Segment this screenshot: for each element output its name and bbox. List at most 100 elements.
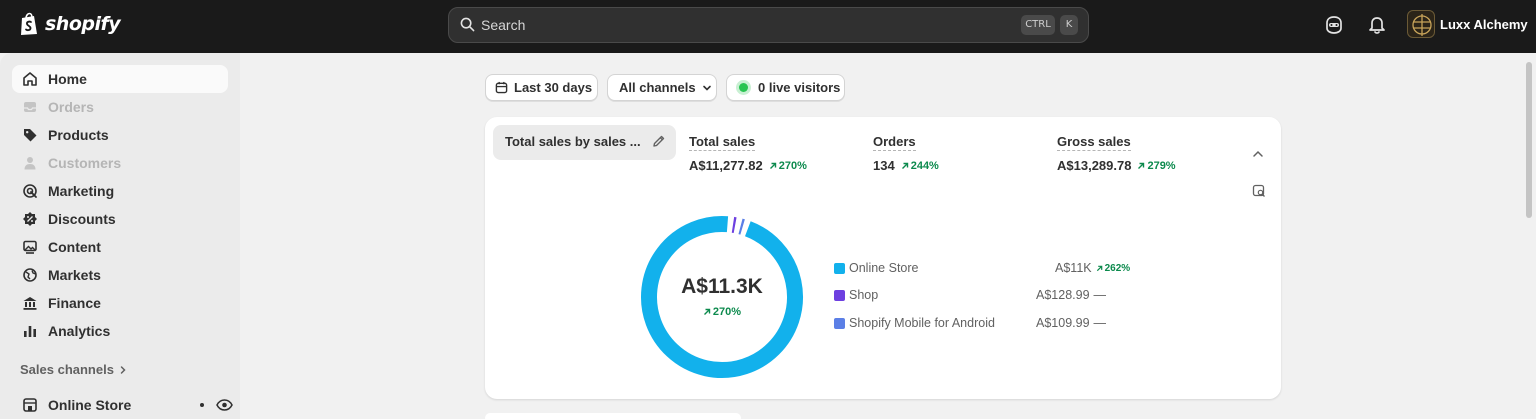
sidebar-item-marketing[interactable]: Marketing: [12, 177, 228, 205]
channels-filter-label: All channels: [619, 80, 696, 95]
date-range-label: Last 30 days: [514, 80, 593, 95]
live-visitors-button[interactable]: 0 live visitors: [726, 74, 845, 101]
change-badge: 244%: [901, 160, 939, 172]
change-value: 279%: [1147, 159, 1176, 172]
search-icon: [460, 17, 475, 32]
metric-title: Gross sales: [1057, 134, 1131, 151]
legend-label: Online Store: [849, 261, 919, 275]
date-range-button[interactable]: Last 30 days: [485, 74, 598, 101]
sidebar-item-label: Marketing: [48, 183, 115, 199]
sidebar-item-label: Products: [48, 127, 109, 143]
metric-orders[interactable]: Orders 134 244%: [873, 133, 939, 173]
change-badge: 279%: [1137, 159, 1176, 172]
sidebar-item-content[interactable]: Content: [12, 233, 228, 261]
bank-icon: [23, 297, 37, 310]
chart-search-icon[interactable]: [1252, 184, 1266, 198]
chevron-up-icon[interactable]: [1251, 147, 1265, 161]
sidebar-item-online-store[interactable]: Online Store: [12, 391, 233, 419]
sales-channels-label: Sales channels: [20, 362, 114, 377]
eye-icon[interactable]: [216, 397, 233, 413]
change-value: —: [1093, 316, 1107, 330]
legend-swatch: [834, 318, 845, 329]
legend-value: A$11K 262%: [1055, 261, 1130, 275]
legend-item-shopify-mobile-android[interactable]: Shopify Mobile for Android A$109.99 —: [834, 315, 1114, 333]
bell-icon[interactable]: [1368, 15, 1386, 35]
arrow-up-right-icon: [769, 162, 776, 169]
chevron-right-icon: [120, 365, 126, 374]
metric-title: Orders: [873, 134, 916, 151]
donut-slice-shopify-mobile-android[interactable]: [738, 218, 745, 235]
bar-chart-icon: [24, 326, 36, 337]
legend-value-text: A$109.99: [1036, 316, 1090, 330]
sales-channel-donut-chart: [641, 216, 803, 378]
legend-item-shop[interactable]: Shop A$128.99 —: [834, 287, 1114, 305]
shopify-bag-icon: [21, 12, 37, 35]
arrow-up-right-icon: [1096, 265, 1102, 271]
metric-total-sales[interactable]: Total sales A$11,277.82 270%: [689, 133, 807, 173]
search-input[interactable]: [481, 14, 961, 36]
sidebar-item-home[interactable]: Home: [12, 65, 228, 93]
top-bar: shopify CTRL K Luxx Alchemy: [0, 0, 1536, 53]
sidebar-item-label: Home: [48, 71, 87, 87]
legend-label: Shopify Mobile for Android: [849, 316, 995, 330]
live-visitors-label: 0 live visitors: [758, 80, 841, 95]
legend-swatch: [834, 263, 845, 274]
sidebar-item-label: Analytics: [48, 323, 111, 339]
person-icon: [24, 157, 36, 170]
metric-gross-sales[interactable]: Gross sales A$13,289.78 279%: [1057, 133, 1176, 173]
store-logo-icon: [1412, 14, 1432, 36]
inbox-icon: [24, 102, 36, 112]
page-scrollbar[interactable]: [1526, 62, 1532, 218]
sidebar-nav: Home Orders Products Customers Marketing…: [0, 53, 240, 419]
sidebar-item-label: Customers: [48, 155, 122, 171]
donut-center-value: A$11.3K: [681, 275, 763, 298]
metric-title: Total sales: [689, 134, 756, 151]
sidebar-item-markets[interactable]: Markets: [12, 261, 228, 289]
sidebar-item-discounts[interactable]: Discounts: [12, 205, 228, 233]
chevron-down-icon: [702, 85, 711, 91]
live-indicator-dot: [739, 83, 748, 92]
sidebar-item-label: Discounts: [48, 211, 116, 227]
sidebar-item-label: Online Store: [48, 397, 132, 413]
change-value: —: [1093, 288, 1107, 302]
change-value: 270%: [778, 159, 807, 172]
sidebar-item-finance[interactable]: Finance: [12, 289, 228, 317]
legend-item-online-store[interactable]: Online Store A$11K 262%: [834, 260, 1130, 278]
shortcut-k-key: K: [1060, 15, 1078, 35]
change-badge: 262%: [1096, 263, 1130, 274]
arrow-up-right-icon: [703, 308, 711, 315]
sidekick-icon[interactable]: [1324, 15, 1344, 35]
sidebar-item-analytics[interactable]: Analytics: [12, 317, 228, 345]
metric-value: 134: [873, 158, 895, 173]
next-card-edge: [485, 413, 741, 419]
legend-value-text: A$11K: [1055, 261, 1092, 275]
sidebar-item-label: Orders: [48, 99, 94, 115]
sidebar-item-orders[interactable]: Orders: [12, 93, 228, 121]
change-value: 270%: [712, 306, 742, 318]
pencil-icon[interactable]: [652, 134, 666, 148]
legend-value: A$128.99 —: [1036, 288, 1106, 302]
donut-slice-online-store[interactable]: [641, 216, 803, 378]
shopify-logo[interactable]: shopify: [18, 12, 121, 36]
shopify-wordmark: shopify: [45, 13, 121, 35]
tag-icon: [24, 129, 37, 142]
change-badge: 270%: [703, 306, 741, 318]
image-icon: [23, 240, 37, 254]
legend-value: A$109.99 —: [1036, 316, 1106, 330]
channels-filter-button[interactable]: All channels: [607, 74, 717, 101]
arrow-up-right-icon: [901, 162, 908, 169]
sidebar-item-products[interactable]: Products: [12, 121, 228, 149]
globe-icon: [23, 268, 37, 282]
store-avatar[interactable]: [1407, 10, 1435, 38]
sales-overview-card: Total sales by sales ... Total sales A$1…: [485, 117, 1281, 399]
search-bar[interactable]: CTRL K: [448, 7, 1089, 43]
target-icon: [23, 184, 37, 198]
status-dot: [200, 403, 204, 407]
metric-value: A$11,277.82: [689, 158, 763, 173]
store-name[interactable]: Luxx Alchemy: [1440, 17, 1528, 32]
sales-channels-header[interactable]: Sales channels: [20, 362, 128, 377]
storefront-icon: [23, 398, 37, 412]
change-badge: 270%: [769, 160, 807, 172]
sidebar-item-customers[interactable]: Customers: [12, 149, 228, 177]
metric-selector[interactable]: Total sales by sales ...: [493, 125, 676, 160]
